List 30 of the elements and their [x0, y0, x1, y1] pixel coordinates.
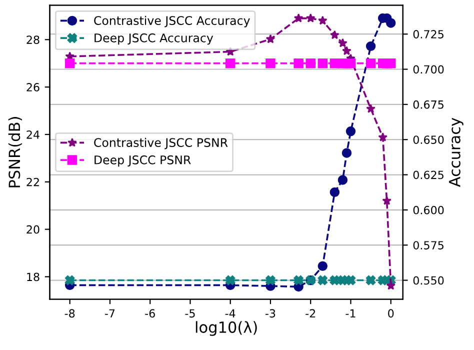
y2-tick-label: 0.725: [413, 30, 444, 38]
legend-label: Deep JSCC PSNR: [94, 155, 191, 167]
y2-tick-label: 0.575: [413, 241, 444, 250]
legend-label: Deep JSCC Accuracy: [94, 33, 214, 45]
y2-axis-title: Accuracy: [449, 118, 464, 188]
x-tick-label: -2: [306, 309, 316, 318]
x-tick-label: -5: [185, 309, 195, 318]
x-tick-label: -8: [64, 309, 75, 318]
y2-tick-label: 0.675: [413, 100, 444, 109]
y-tick-label: 20: [26, 225, 40, 234]
y2-tick-label: 0.550: [413, 276, 444, 285]
y-tick-label: 18: [27, 272, 40, 282]
x-tick-label: -4: [225, 309, 236, 318]
x-tick-label: -6: [145, 309, 155, 318]
y2-tick-label: 0.600: [413, 206, 444, 214]
x-tick-label: 0: [388, 309, 394, 318]
y-tick-label: 28: [26, 36, 40, 44]
x-axis-title: log10(λ): [196, 321, 257, 336]
x-tick-label: -1: [346, 309, 356, 318]
x-tick-label: -7: [104, 309, 115, 318]
legend-label: Contrastive JSCC PSNR: [94, 138, 228, 150]
y2-tick-label: 0.650: [413, 136, 444, 144]
legend-label: Contrastive JSCC Accuracy: [94, 16, 250, 28]
y2-tick-label: 0.625: [413, 170, 444, 180]
y-tick-label: 24: [26, 130, 40, 139]
x-tick-label: -3: [265, 309, 276, 318]
y-tick-label: 22: [26, 178, 39, 186]
y2-tick-label: 0.700: [413, 65, 444, 74]
y-tick-label: 26: [26, 83, 40, 92]
y-axis-title: PSNR(dB): [8, 117, 22, 188]
